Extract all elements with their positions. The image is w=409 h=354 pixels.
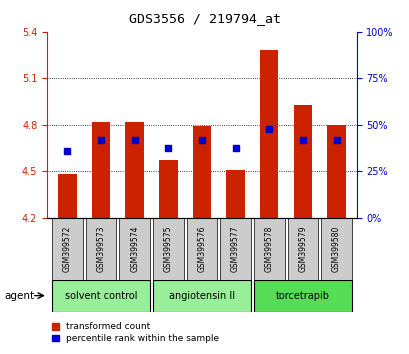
Text: GSM399579: GSM399579 [298, 225, 307, 272]
Text: torcetrapib: torcetrapib [275, 291, 329, 301]
Text: GSM399574: GSM399574 [130, 225, 139, 272]
Text: GSM399573: GSM399573 [96, 225, 105, 272]
Text: GSM399575: GSM399575 [163, 225, 172, 272]
Bar [226, 170, 244, 218]
Point [97, 137, 104, 143]
Point [198, 137, 205, 143]
Point [131, 137, 137, 143]
Bar [192, 126, 211, 218]
Text: GSM399578: GSM399578 [264, 225, 273, 272]
Bar [253, 218, 284, 280]
Bar [186, 218, 217, 280]
Legend: transformed count, percentile rank within the sample: transformed count, percentile rank withi… [52, 322, 219, 343]
Bar [287, 218, 317, 280]
Bar [293, 105, 311, 218]
Bar [58, 175, 76, 218]
Bar [92, 122, 110, 218]
Bar [52, 280, 150, 312]
Bar [326, 125, 345, 218]
Point [64, 148, 70, 154]
Text: GSM399577: GSM399577 [231, 225, 240, 272]
Text: solvent control: solvent control [65, 291, 137, 301]
Bar [153, 218, 183, 280]
Text: agent: agent [4, 291, 34, 301]
Text: GSM399572: GSM399572 [63, 225, 72, 272]
Point [333, 137, 339, 143]
Bar [52, 218, 83, 280]
Text: GSM399576: GSM399576 [197, 225, 206, 272]
Bar [119, 218, 150, 280]
Bar [153, 280, 250, 312]
Bar [253, 280, 351, 312]
Bar [220, 218, 250, 280]
Point [232, 145, 238, 151]
Bar [125, 122, 144, 218]
Text: angiotensin II: angiotensin II [169, 291, 234, 301]
Point [265, 127, 272, 132]
Bar [259, 51, 278, 218]
Bar [159, 160, 177, 218]
Bar [320, 218, 351, 280]
Text: GDS3556 / 219794_at: GDS3556 / 219794_at [129, 12, 280, 25]
Point [164, 145, 171, 151]
Point [299, 137, 306, 143]
Text: GSM399580: GSM399580 [331, 225, 340, 272]
Bar [85, 218, 116, 280]
